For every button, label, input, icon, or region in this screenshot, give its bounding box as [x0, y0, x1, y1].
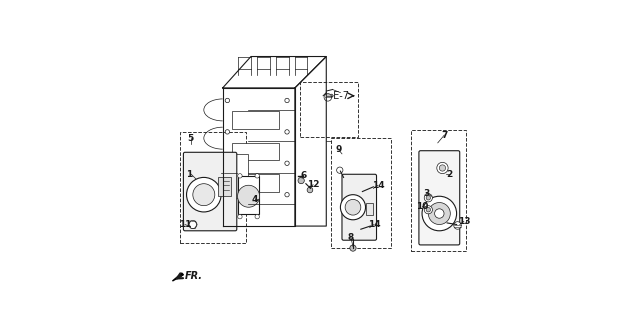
Circle shape: [237, 214, 242, 219]
Circle shape: [255, 174, 259, 178]
Text: 6: 6: [301, 171, 307, 180]
Circle shape: [422, 196, 456, 231]
FancyBboxPatch shape: [342, 174, 376, 240]
Circle shape: [255, 214, 259, 219]
Text: 8: 8: [348, 233, 354, 241]
Circle shape: [186, 177, 221, 212]
Circle shape: [424, 206, 433, 214]
Circle shape: [426, 196, 431, 200]
Circle shape: [426, 208, 431, 212]
Polygon shape: [172, 273, 184, 281]
Bar: [223, 154, 248, 198]
Polygon shape: [218, 177, 230, 196]
Circle shape: [454, 222, 461, 229]
Circle shape: [225, 98, 230, 103]
Text: 4: 4: [252, 195, 258, 204]
Circle shape: [285, 192, 289, 197]
Bar: [232, 174, 279, 192]
Circle shape: [237, 185, 260, 207]
Circle shape: [435, 209, 444, 218]
Circle shape: [424, 194, 433, 202]
Bar: [232, 111, 279, 129]
Circle shape: [350, 245, 356, 251]
Circle shape: [340, 195, 365, 220]
Circle shape: [307, 187, 313, 193]
Circle shape: [345, 199, 361, 215]
Bar: [365, 203, 373, 215]
Circle shape: [225, 192, 230, 197]
Bar: [238, 176, 259, 214]
Text: 9: 9: [335, 145, 341, 154]
Text: 7: 7: [441, 131, 447, 139]
Circle shape: [337, 167, 343, 173]
Circle shape: [324, 94, 332, 101]
Circle shape: [285, 98, 289, 103]
Circle shape: [225, 161, 230, 165]
Text: 11: 11: [179, 220, 191, 229]
Circle shape: [437, 162, 448, 174]
Bar: [232, 143, 279, 160]
Text: 12: 12: [307, 180, 319, 189]
Circle shape: [285, 130, 289, 134]
Circle shape: [439, 165, 445, 171]
Text: 3: 3: [423, 189, 429, 198]
Text: 14: 14: [372, 181, 385, 190]
FancyBboxPatch shape: [419, 151, 460, 245]
Text: 14: 14: [368, 220, 380, 229]
Text: 2: 2: [447, 170, 453, 179]
Circle shape: [225, 130, 230, 134]
Text: ⇒E-7: ⇒E-7: [326, 91, 350, 101]
Text: 5: 5: [188, 134, 194, 143]
Circle shape: [193, 184, 215, 206]
Text: 13: 13: [458, 217, 470, 226]
Text: 10: 10: [416, 202, 429, 211]
Circle shape: [428, 203, 451, 225]
Circle shape: [237, 174, 242, 178]
Circle shape: [189, 220, 197, 229]
Circle shape: [285, 161, 289, 165]
Circle shape: [298, 177, 304, 184]
Text: FR.: FR.: [185, 271, 203, 281]
FancyBboxPatch shape: [184, 152, 237, 231]
Text: 1: 1: [186, 170, 192, 179]
